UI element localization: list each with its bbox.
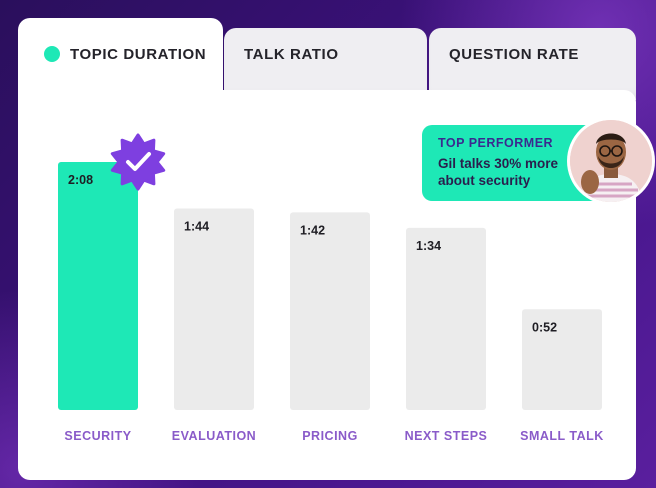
- topic-card: TOPIC DURATION TALK RATIO QUESTION RATE …: [18, 18, 652, 480]
- category-label: NEXT STEPS: [405, 429, 488, 443]
- user-avatar: [570, 120, 652, 202]
- category-label: SECURITY: [64, 429, 131, 443]
- callout-title: TOP PERFORMER: [438, 136, 554, 150]
- value-label: 2:08: [68, 173, 93, 187]
- tab-label: TOPIC DURATION: [70, 46, 207, 63]
- bar-pricing: [290, 212, 370, 410]
- value-label: 1:34: [416, 239, 441, 253]
- tab-talk-ratio[interactable]: TALK RATIO: [224, 28, 427, 100]
- active-dot-icon: [44, 46, 60, 62]
- value-label: 1:42: [300, 223, 325, 237]
- bar-small-talk: [522, 309, 602, 410]
- bar-security: [58, 162, 138, 410]
- value-label: 1:44: [184, 220, 209, 234]
- category-label: PRICING: [302, 429, 358, 443]
- tab-topic-duration[interactable]: TOPIC DURATION: [18, 18, 223, 102]
- value-label: 0:52: [532, 320, 557, 334]
- category-label: SMALL TALK: [520, 429, 604, 443]
- verified-check-badge-icon: [110, 133, 166, 191]
- category-label: EVALUATION: [172, 429, 256, 443]
- tab-question-rate[interactable]: QUESTION RATE: [429, 28, 636, 100]
- bar-evaluation: [174, 208, 254, 410]
- bar-next-steps: [406, 227, 486, 410]
- tab-label: QUESTION RATE: [449, 46, 580, 63]
- avatar-portrait: [570, 120, 652, 202]
- callout-text: Gil talks 30% more about security: [438, 156, 559, 188]
- topic-duration-chart: 2:08 SECURITY 1:44 EVALUATION 1:42 PRICING 1:3…: [58, 133, 604, 443]
- tab-label: TALK RATIO: [244, 46, 339, 63]
